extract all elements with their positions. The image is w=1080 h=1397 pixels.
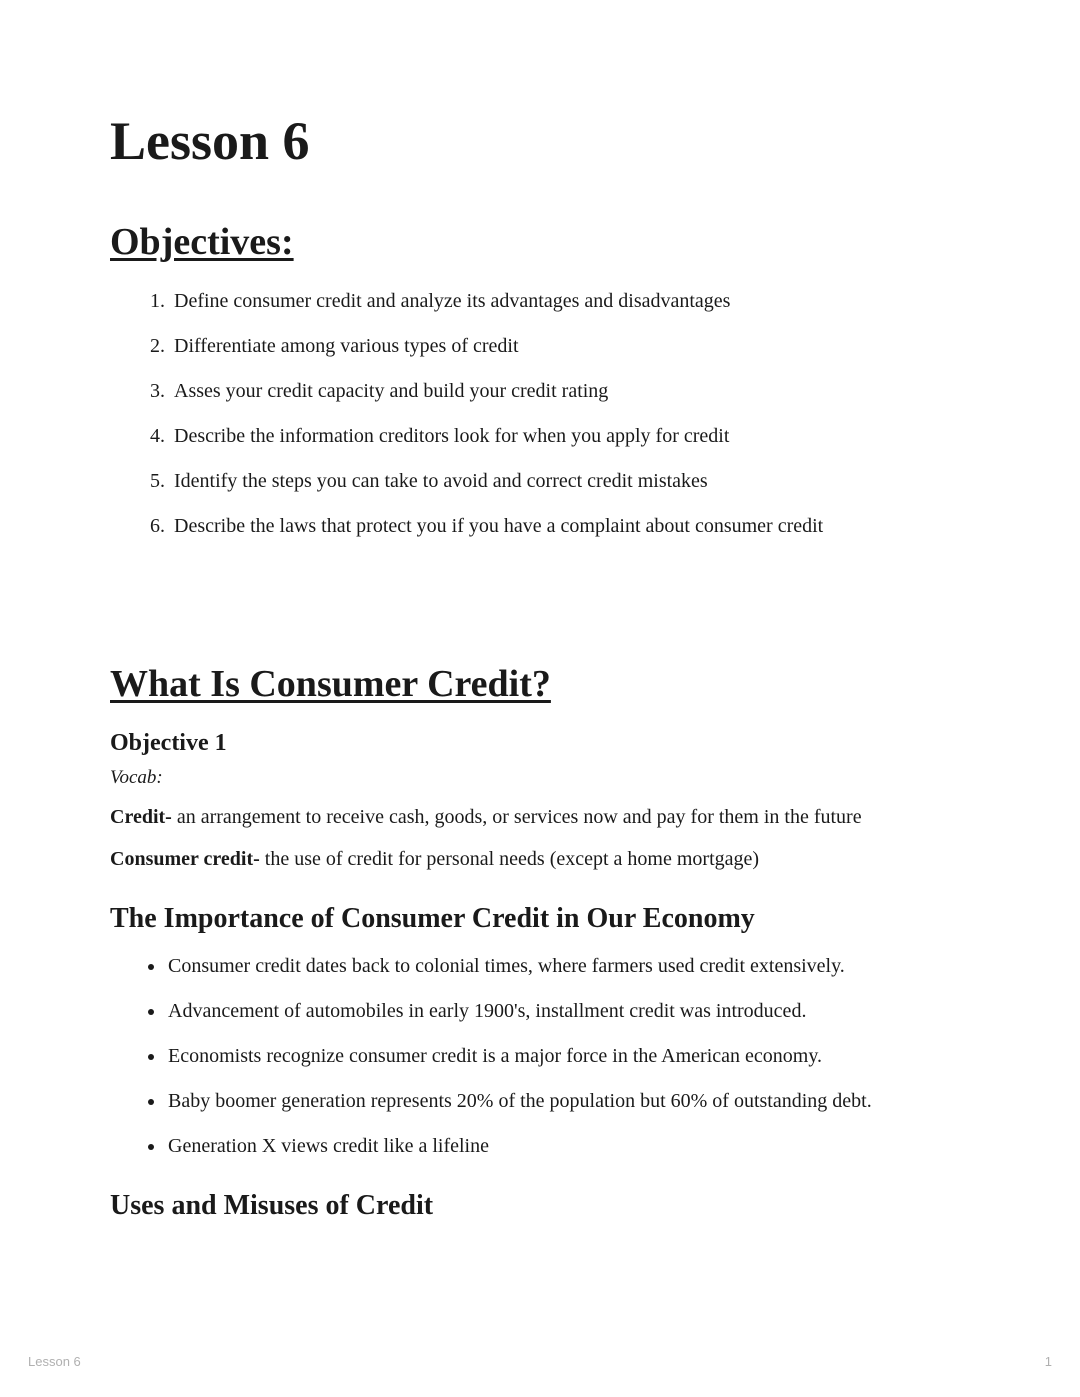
vocab-text: the use of credit for personal needs (ex…	[265, 848, 759, 870]
section-heading: What Is Consumer Credit?	[110, 662, 970, 706]
list-item: Advancement of automobiles in early 1900…	[166, 998, 970, 1025]
objective-item: Asses your credit capacity and build you…	[170, 378, 970, 405]
vocab-term: Consumer credit-	[110, 848, 265, 870]
vocab-term: Credit-	[110, 806, 177, 828]
objective-subheading: Objective 1	[110, 730, 970, 757]
list-item: Consumer credit dates back to colonial t…	[166, 953, 970, 980]
footer-page-number: 1	[1045, 1354, 1052, 1369]
importance-heading: The Importance of Consumer Credit in Our…	[110, 903, 970, 935]
vocab-definition: Credit- an arrangement to receive cash, …	[110, 803, 970, 831]
footer-left: Lesson 6	[28, 1354, 81, 1369]
vocab-label: Vocab:	[110, 767, 970, 789]
importance-list: Consumer credit dates back to colonial t…	[110, 953, 970, 1160]
list-item: Economists recognize consumer credit is …	[166, 1043, 970, 1070]
objectives-list: Define consumer credit and analyze its a…	[110, 288, 970, 540]
objective-item: Differentiate among various types of cre…	[170, 333, 970, 360]
objective-item: Describe the information creditors look …	[170, 423, 970, 450]
objective-item: Describe the laws that protect you if yo…	[170, 513, 970, 540]
objectives-heading: Objectives:	[110, 220, 970, 264]
objective-item: Identify the steps you can take to avoid…	[170, 468, 970, 495]
vocab-definition: Consumer credit- the use of credit for p…	[110, 845, 970, 873]
uses-heading: Uses and Misuses of Credit	[110, 1190, 970, 1222]
objective-item: Define consumer credit and analyze its a…	[170, 288, 970, 315]
vocab-text: an arrangement to receive cash, goods, o…	[177, 806, 862, 828]
spacer	[110, 558, 970, 662]
list-item: Generation X views credit like a lifelin…	[166, 1133, 970, 1160]
page-title: Lesson 6	[110, 110, 970, 172]
list-item: Baby boomer generation represents 20% of…	[166, 1088, 970, 1115]
page-footer: Lesson 6 1	[28, 1354, 1052, 1369]
